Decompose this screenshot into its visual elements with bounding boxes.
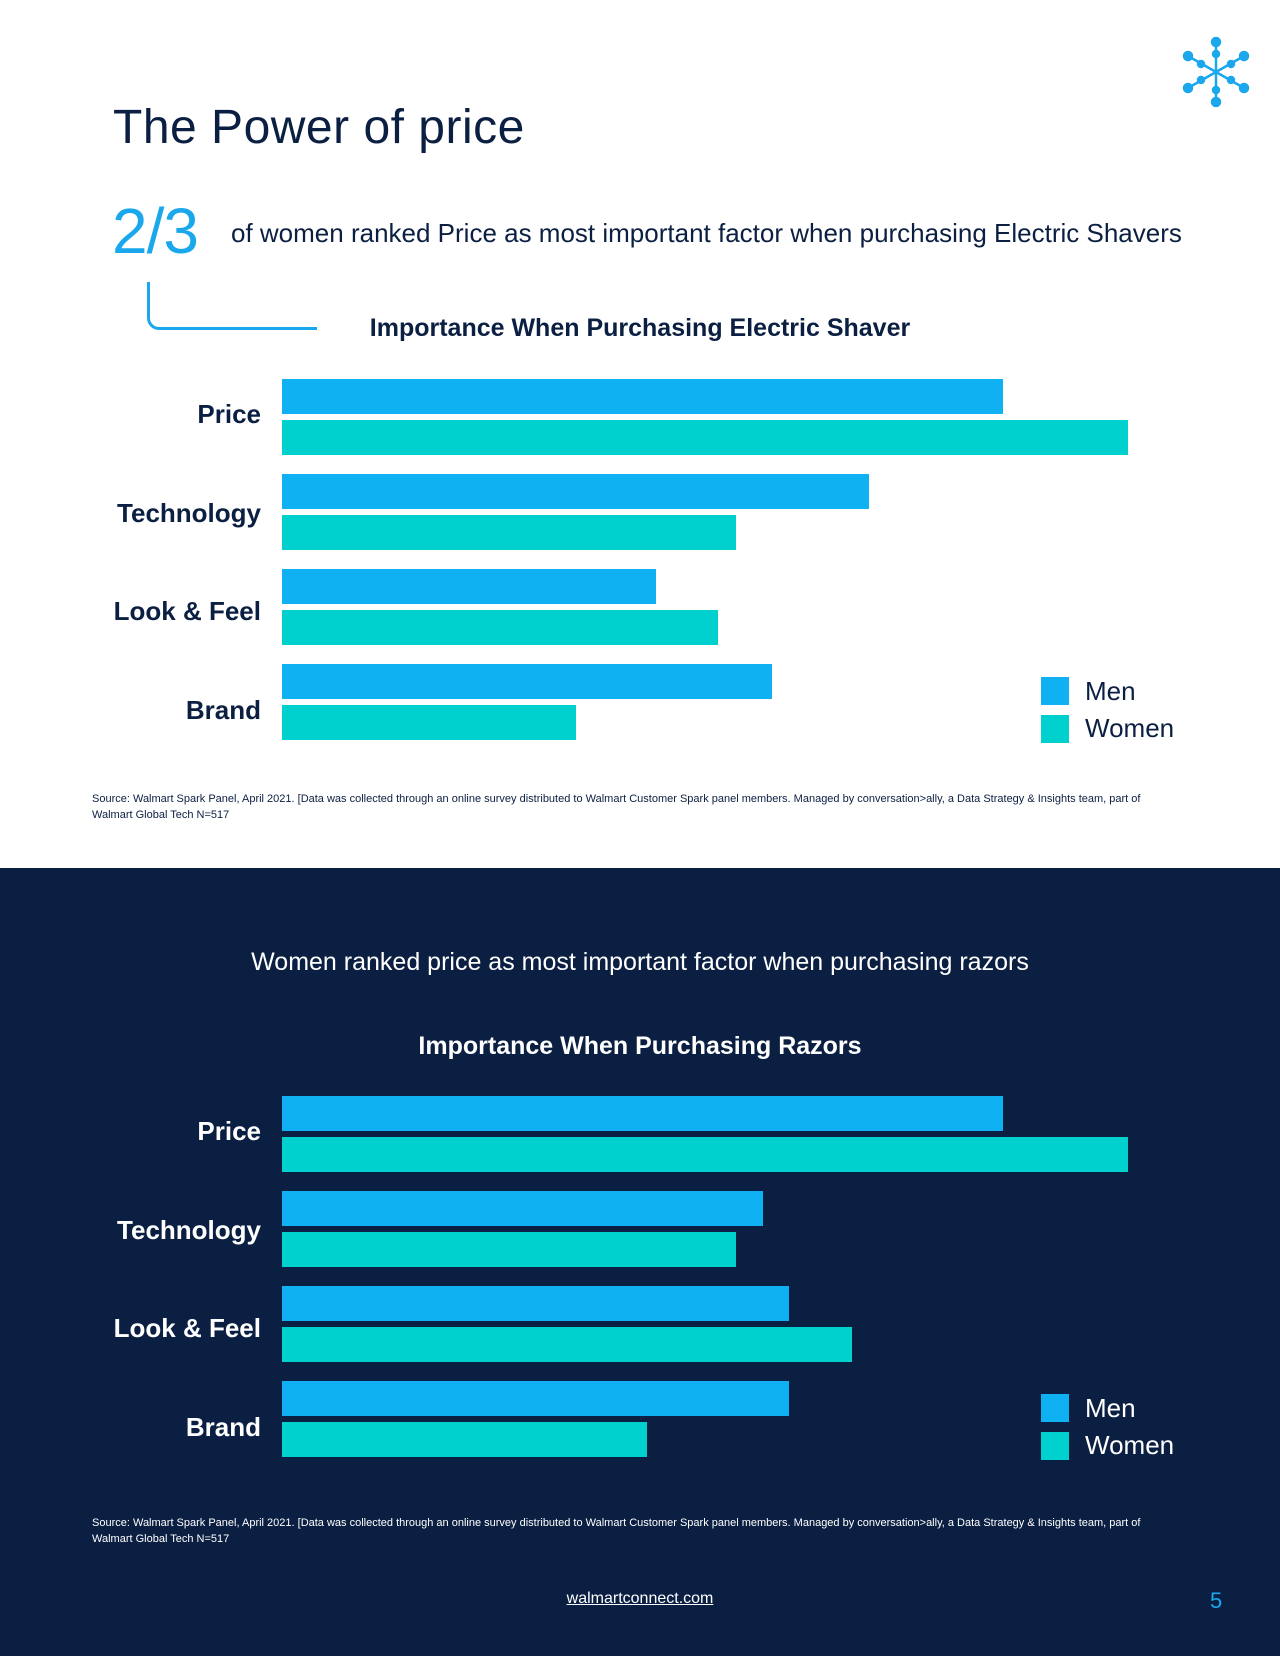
legend-label-women: Women xyxy=(1085,1430,1175,1460)
bar-women-look-feel xyxy=(282,1327,852,1362)
stat-value: 2/3 xyxy=(112,195,199,267)
spark-icon xyxy=(1182,36,1250,108)
chart-title-razors: Importance When Purchasing Razors xyxy=(418,1032,862,1060)
legend-swatch-men xyxy=(1041,677,1069,705)
legend-swatch-men xyxy=(1041,1394,1069,1422)
bar-women-look-feel xyxy=(282,610,719,645)
bar-men-technology xyxy=(282,1191,763,1226)
bar-men-look-feel xyxy=(282,569,656,604)
stat-text: of women ranked Price as most important … xyxy=(231,218,1182,248)
bar-women-price xyxy=(282,1137,1128,1172)
page-title: The Power of price xyxy=(113,101,525,154)
bar-women-brand xyxy=(282,1422,647,1457)
category-label: Brand xyxy=(185,1412,261,1442)
bar-men-brand xyxy=(282,1381,790,1416)
legend-swatch-women xyxy=(1041,1432,1069,1460)
legend-label-men: Men xyxy=(1085,1393,1136,1423)
bar-women-price xyxy=(282,420,1128,455)
legend-swatch-women xyxy=(1041,715,1069,743)
legend-label-women: Women xyxy=(1085,713,1175,743)
chart-title-shaver: Importance When Purchasing Electric Shav… xyxy=(369,314,911,342)
bar-women-technology xyxy=(282,1232,736,1267)
source-note: Source: Walmart Spark Panel, April 2021.… xyxy=(92,791,1172,823)
category-label: Technology xyxy=(117,1215,261,1245)
source-line: Walmart Global Tech N=517 xyxy=(92,1533,230,1545)
bar-men-price xyxy=(282,1096,1003,1131)
category-label: Price xyxy=(197,1116,261,1146)
bar-men-brand xyxy=(282,664,772,699)
footer-link[interactable]: walmartconnect.com xyxy=(0,1590,1280,1608)
bar-men-look-feel xyxy=(282,1286,790,1321)
page-number: 5 xyxy=(1210,1588,1223,1613)
bar-women-brand xyxy=(282,705,576,740)
top-panel: The Power of price 2/3 of women ranked P… xyxy=(92,36,1250,823)
source-line: Source: Walmart Spark Panel, April 2021.… xyxy=(92,1517,1141,1529)
footer-link-text[interactable]: walmartconnect.com xyxy=(566,1590,714,1607)
bracket-line xyxy=(147,282,317,330)
bar-men-price xyxy=(282,379,1003,414)
legend-label-men: Men xyxy=(1085,676,1136,706)
category-label: Price xyxy=(197,399,261,429)
source-line: Source: Walmart Spark Panel, April 2021.… xyxy=(92,793,1141,805)
category-label: Technology xyxy=(117,498,261,528)
category-label: Brand xyxy=(185,695,261,725)
source-line: Walmart Global Tech N=517 xyxy=(92,809,230,821)
bar-men-technology xyxy=(282,474,870,509)
bar-women-technology xyxy=(282,515,736,550)
razor-subtitle: Women ranked price as most important fac… xyxy=(251,948,1029,976)
source-note: Source: Walmart Spark Panel, April 2021.… xyxy=(92,1515,1172,1547)
category-label: Look & Feel xyxy=(113,1313,261,1343)
category-label: Look & Feel xyxy=(113,596,261,626)
